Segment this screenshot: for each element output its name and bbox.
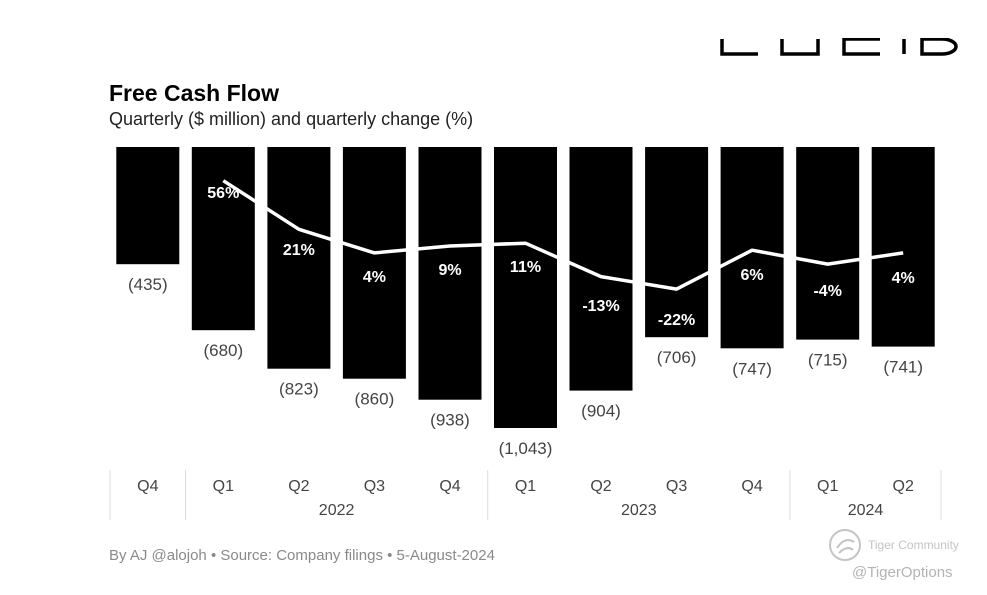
fcf-bar (796, 147, 860, 340)
fcf-bar (342, 147, 406, 379)
year-label: 2023 (621, 502, 657, 519)
fcf-bar (720, 147, 784, 349)
tiger-community-icon (829, 529, 861, 561)
pct-change-label: 6% (741, 267, 764, 284)
fcf-bar (418, 147, 482, 400)
chart-title: Free Cash Flow (109, 80, 279, 106)
year-label: 2024 (848, 502, 884, 519)
pct-change-label: -13% (582, 298, 619, 315)
bar-value-label: (706) (657, 348, 697, 367)
fcf-bar (494, 147, 557, 428)
bar-value-label: (1,043) (499, 439, 553, 458)
watermark-brand: Tiger Community (828, 528, 959, 562)
bar-value-label: (938) (430, 411, 470, 430)
pct-change-label: 11% (510, 259, 541, 276)
fcf-bar (191, 147, 255, 331)
fcf-bar (267, 147, 331, 369)
bar-value-label: (747) (732, 359, 772, 378)
bar-value-label: (715) (808, 351, 848, 370)
x-tick-label: Q4 (741, 478, 762, 495)
lucid-logo (720, 38, 958, 56)
x-tick-label: Q4 (439, 478, 460, 495)
chart-subtitle: Quarterly ($ million) and quarterly chan… (109, 109, 474, 129)
watermark-brand-text: Tiger Community (868, 538, 959, 552)
pct-change-label: -22% (658, 312, 695, 329)
x-tick-label: Q1 (213, 478, 234, 495)
pct-change-label: 56% (207, 185, 239, 202)
pct-change-label: 4% (363, 269, 386, 286)
bar-value-label: (860) (355, 390, 395, 409)
x-tick-label: Q3 (364, 478, 385, 495)
pct-change-label: 4% (892, 270, 915, 287)
x-tick-label: Q4 (137, 478, 158, 495)
pct-change-line (222, 179, 904, 291)
pct-change-label: 9% (438, 262, 461, 279)
x-tick-label: Q2 (590, 478, 611, 495)
x-tick-label: Q1 (817, 478, 838, 495)
x-tick-label: Q2 (893, 478, 914, 495)
pct-change-label: -4% (813, 283, 841, 300)
year-label: 2022 (319, 502, 355, 519)
bar-value-label: (904) (581, 402, 621, 421)
pct-change-label: 21% (283, 242, 315, 259)
bar-value-label: (435) (128, 275, 168, 294)
footer-credit: By AJ @alojoh • Source: Company filings … (109, 547, 495, 564)
x-tick-label: Q2 (288, 478, 309, 495)
x-tick-label: Q1 (515, 478, 536, 495)
fcf-bar (116, 147, 180, 265)
fcf-bar (871, 147, 935, 347)
bar-value-label: (823) (279, 380, 319, 399)
fcf-bar (569, 147, 633, 391)
x-tick-label: Q3 (666, 478, 687, 495)
watermark-handle: @TigerOptions (852, 564, 953, 581)
bar-value-label: (680) (203, 341, 243, 360)
fcf-bar (645, 147, 709, 338)
bar-value-label: (741) (883, 358, 923, 377)
